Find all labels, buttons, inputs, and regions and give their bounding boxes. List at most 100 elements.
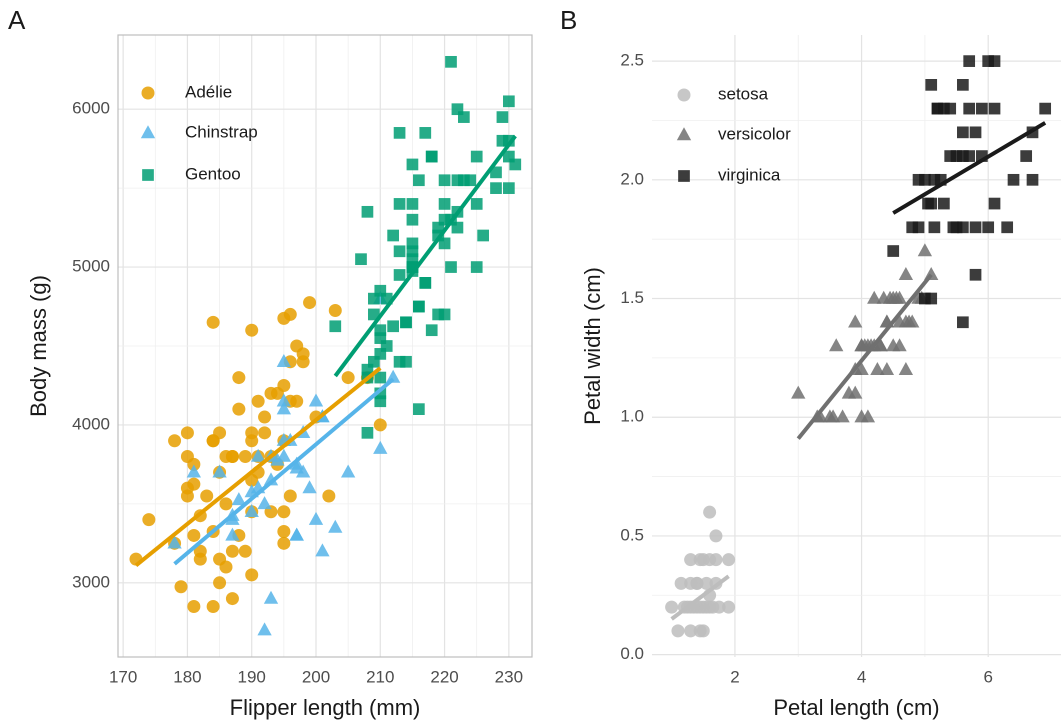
point bbox=[361, 426, 374, 439]
point bbox=[925, 292, 938, 305]
point bbox=[957, 221, 969, 234]
point bbox=[225, 450, 239, 464]
point bbox=[385, 369, 401, 383]
point bbox=[373, 418, 387, 432]
point bbox=[308, 511, 324, 525]
point bbox=[289, 527, 304, 541]
point bbox=[898, 361, 914, 375]
x-tick-label: 2 bbox=[730, 667, 739, 686]
point bbox=[863, 338, 879, 352]
point bbox=[934, 173, 947, 186]
point bbox=[180, 489, 194, 503]
point bbox=[829, 338, 844, 352]
fit-line bbox=[333, 134, 517, 378]
point bbox=[250, 448, 266, 462]
fit-line bbox=[134, 366, 382, 567]
legend-marker bbox=[676, 127, 692, 141]
y-tick-label: 1.5 bbox=[620, 288, 644, 307]
point bbox=[969, 126, 982, 139]
point bbox=[180, 450, 194, 464]
point bbox=[374, 348, 387, 360]
point bbox=[329, 320, 342, 333]
point bbox=[892, 338, 907, 352]
point bbox=[180, 426, 194, 440]
point bbox=[206, 315, 220, 329]
point bbox=[841, 385, 857, 399]
point bbox=[503, 134, 515, 147]
point bbox=[258, 426, 272, 440]
point bbox=[963, 150, 976, 162]
point bbox=[944, 102, 957, 115]
point bbox=[445, 55, 457, 68]
point bbox=[387, 320, 399, 333]
legend-marker bbox=[677, 88, 691, 102]
point bbox=[982, 221, 995, 234]
point bbox=[206, 434, 220, 448]
point bbox=[451, 103, 464, 116]
point bbox=[245, 568, 259, 582]
point bbox=[912, 173, 925, 186]
point bbox=[355, 253, 367, 266]
x-tick-label: 220 bbox=[430, 667, 458, 686]
point bbox=[380, 340, 393, 352]
point bbox=[263, 590, 279, 604]
point bbox=[296, 347, 310, 361]
y-tick-label: 0.0 bbox=[620, 644, 644, 663]
point bbox=[257, 496, 272, 510]
legend-marker bbox=[142, 169, 154, 181]
point bbox=[957, 79, 969, 91]
point bbox=[213, 576, 227, 590]
point bbox=[709, 529, 723, 543]
point bbox=[873, 338, 888, 352]
point bbox=[186, 464, 202, 478]
x-tick-label: 4 bbox=[857, 667, 866, 686]
point bbox=[854, 361, 869, 375]
point bbox=[712, 600, 726, 614]
point bbox=[374, 371, 387, 384]
point bbox=[270, 452, 285, 466]
point bbox=[225, 544, 239, 558]
point bbox=[938, 197, 950, 210]
point bbox=[1001, 221, 1014, 234]
point bbox=[368, 292, 380, 305]
point bbox=[684, 553, 698, 567]
x-tick-label: 200 bbox=[302, 667, 330, 686]
point bbox=[867, 290, 882, 304]
point bbox=[470, 198, 483, 210]
point bbox=[373, 440, 388, 454]
point bbox=[879, 361, 895, 375]
point bbox=[438, 198, 451, 210]
point bbox=[438, 237, 451, 250]
y-tick-label: 6000 bbox=[72, 99, 110, 118]
point bbox=[361, 363, 374, 376]
point bbox=[406, 213, 419, 226]
point bbox=[976, 102, 988, 115]
point bbox=[425, 324, 438, 337]
point bbox=[988, 55, 1001, 67]
panel-label: B bbox=[560, 5, 577, 35]
point bbox=[419, 277, 432, 289]
point bbox=[825, 409, 841, 423]
point bbox=[290, 394, 304, 408]
legend-label: virginica bbox=[718, 165, 781, 184]
y-axis-title: Body mass (g) bbox=[26, 275, 51, 417]
point bbox=[490, 182, 502, 194]
point bbox=[722, 600, 736, 614]
point bbox=[848, 314, 863, 328]
point bbox=[451, 174, 464, 187]
point bbox=[308, 393, 324, 407]
point bbox=[931, 102, 944, 115]
point bbox=[276, 448, 292, 462]
legend-label: Adélie bbox=[185, 82, 232, 101]
point bbox=[432, 308, 444, 321]
legend-label: versicolor bbox=[718, 124, 791, 143]
point bbox=[438, 174, 451, 187]
point bbox=[277, 378, 291, 392]
point bbox=[368, 308, 380, 321]
point bbox=[922, 197, 934, 210]
legend-label: Chinstrap bbox=[185, 122, 258, 141]
point bbox=[1020, 150, 1033, 162]
point bbox=[438, 213, 451, 226]
point bbox=[912, 221, 925, 234]
